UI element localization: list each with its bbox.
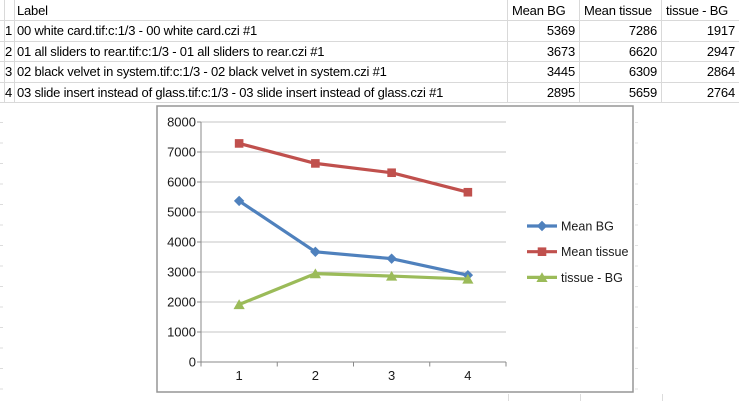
- table-row: 2 01 all sliders to rear.tif:c:1/3 - 01 a…: [0, 41, 739, 62]
- column-header-mean-bg[interactable]: Mean BG: [508, 0, 580, 20]
- legend-item-mean-tissue[interactable]: Mean tissue: [527, 245, 628, 259]
- x-tick-label: 2: [312, 368, 319, 383]
- y-tick-label: 5000: [167, 205, 196, 220]
- corner-sliver-cell[interactable]: [0, 0, 5, 20]
- cell-label[interactable]: 00 white card.tif:c:1/3 - 00 white card.…: [15, 21, 508, 41]
- cell-tissue-minus-bg[interactable]: 1917: [706, 23, 735, 39]
- x-tick-labels: 1 2 3 4: [236, 368, 472, 383]
- sheet-gridline-stub: [662, 394, 663, 401]
- sliver-cell[interactable]: [0, 21, 5, 41]
- row-number-header-cell[interactable]: [5, 0, 15, 20]
- row-number[interactable]: 4: [5, 82, 15, 102]
- y-tick-label: 1000: [167, 325, 196, 340]
- table-row: 1 00 white card.tif:c:1/3 - 00 white card…: [0, 21, 739, 42]
- chart[interactable]: 0 1000 2000 3000 4000 5000 6000 7000 8000 1 2 3 4 Mea…: [156, 105, 634, 393]
- y-tick-labels: 0 1000 2000 3000 4000 5000 6000 7000 8000: [167, 115, 196, 370]
- y-tick-label: 3000: [167, 265, 196, 280]
- axes: [197, 121, 507, 367]
- row-number[interactable]: 2: [5, 41, 15, 61]
- x-tick-label: 3: [388, 368, 395, 383]
- y-tick-label: 0: [189, 355, 196, 370]
- y-tick-label: 6000: [167, 175, 196, 190]
- legend-item-tissue-bg[interactable]: tissue - BG: [527, 271, 623, 285]
- sliver-cell[interactable]: [0, 41, 5, 61]
- series-tissue-bg[interactable]: [233, 268, 474, 310]
- legend-label: tissue - BG: [561, 271, 623, 285]
- sheet-gridline-stub: [580, 394, 581, 401]
- sheet-gridline-stub: [508, 394, 509, 401]
- cell-mean-bg[interactable]: 3445: [508, 62, 580, 82]
- sliver-cell[interactable]: [0, 62, 5, 82]
- column-header-tissue-minus-bg[interactable]: tissue - BG: [666, 2, 729, 18]
- table-body: 1 00 white card.tif:c:1/3 - 00 white card…: [0, 21, 739, 103]
- table-row: 3 02 black velvet in system.tif:c:1/3 - 0…: [0, 62, 739, 83]
- sheet-gridline-stubs-left: [0, 122, 3, 392]
- column-header-label[interactable]: Label: [15, 0, 508, 20]
- chart-frame: [156, 105, 634, 393]
- x-tick-label: 4: [464, 368, 471, 383]
- legend-label: Mean tissue: [561, 245, 628, 259]
- cell-mean-bg[interactable]: 3673: [508, 41, 580, 61]
- cell-tissue-minus-bg[interactable]: 2864: [706, 64, 735, 80]
- table-header-row: Label Mean BG Mean tissue tissue - BG: [0, 0, 739, 21]
- cell-mean-bg[interactable]: 2895: [508, 82, 580, 102]
- y-gridlines: [201, 121, 506, 333]
- legend: Mean BG Mean tissue tissue - BG: [527, 220, 628, 285]
- legend-label: Mean BG: [561, 220, 614, 234]
- cell-mean-tissue[interactable]: 6309: [580, 62, 662, 82]
- x-tick-label: 1: [236, 368, 243, 383]
- row-number[interactable]: 1: [5, 21, 15, 41]
- cell-label[interactable]: 01 all sliders to rear.tif:c:1/3 - 01 al…: [15, 41, 508, 61]
- table-row: 4 03 slide insert instead of glass.tif:c:…: [0, 82, 739, 103]
- legend-item-mean-bg[interactable]: Mean BG: [527, 220, 614, 234]
- cell-mean-bg[interactable]: 5369: [508, 21, 580, 41]
- cell-label[interactable]: 02 black velvet in system.tif:c:1/3 - 02…: [15, 62, 508, 82]
- sheet-gridline-stubs-right: [635, 122, 638, 392]
- y-tick-label: 4000: [167, 235, 196, 250]
- y-tick-label: 7000: [167, 145, 196, 160]
- cell-mean-tissue[interactable]: 5659: [580, 82, 662, 102]
- row-number[interactable]: 3: [5, 62, 15, 82]
- y-tick-label: 2000: [167, 295, 196, 310]
- y-tick-label: 8000: [167, 115, 196, 130]
- cell-tissue-minus-bg[interactable]: 2947: [706, 43, 735, 59]
- cell-mean-tissue[interactable]: 6620: [580, 41, 662, 61]
- series-mean-tissue[interactable]: [234, 139, 473, 197]
- cell-mean-tissue[interactable]: 7286: [580, 21, 662, 41]
- sliver-cell[interactable]: [0, 82, 5, 102]
- chart-svg: 0 1000 2000 3000 4000 5000 6000 7000 8000 1 2 3 4 Mea…: [156, 105, 634, 393]
- cell-label[interactable]: 03 slide insert instead of glass.tif:c:1…: [15, 82, 508, 102]
- column-header-mean-tissue[interactable]: Mean tissue: [580, 0, 662, 20]
- cell-tissue-minus-bg[interactable]: 2764: [706, 84, 735, 100]
